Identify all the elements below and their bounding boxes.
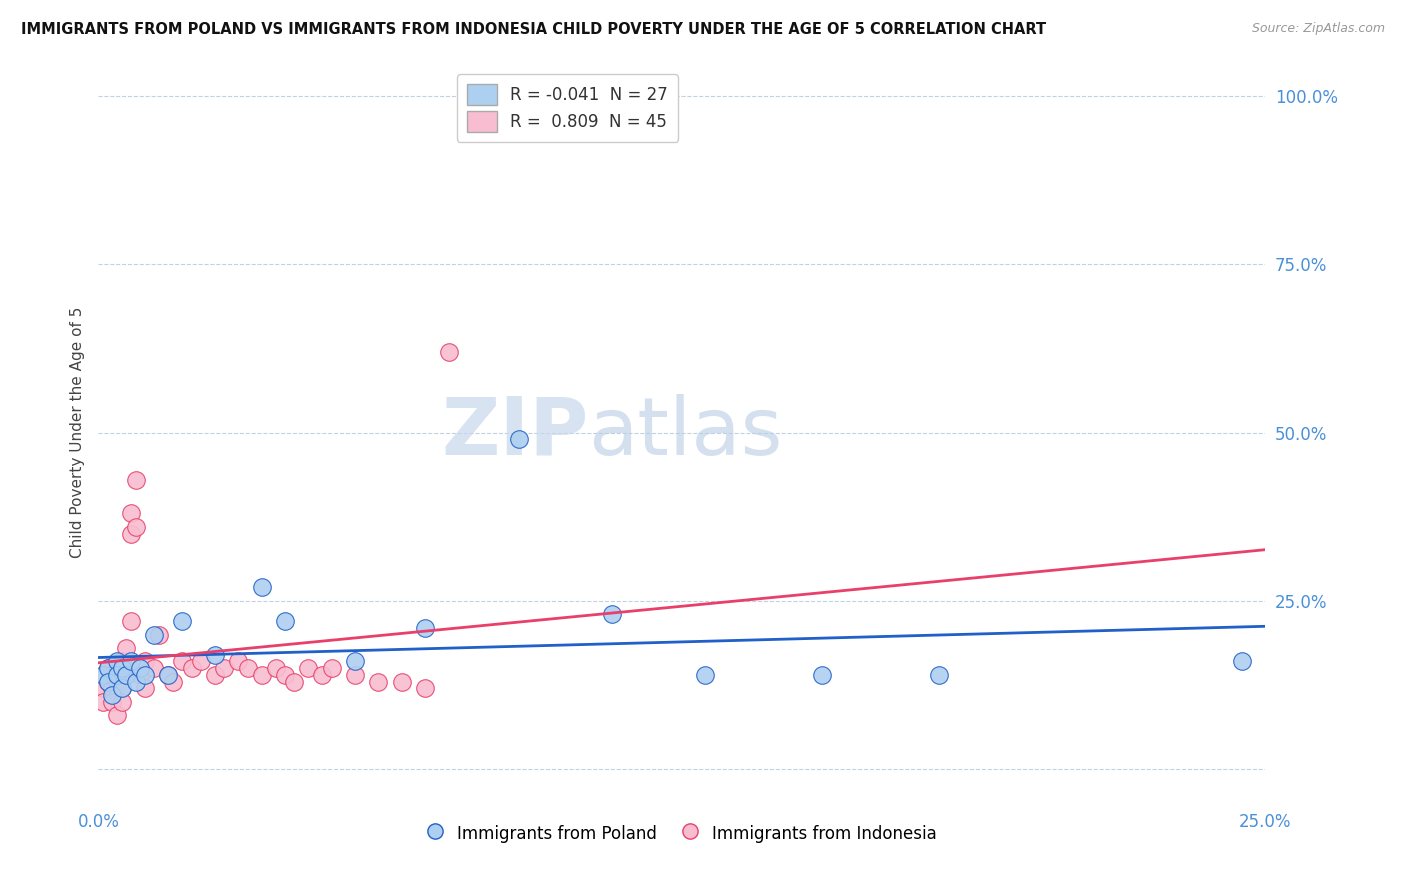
Point <box>297 661 319 675</box>
Point <box>101 695 124 709</box>
Point <box>115 640 138 655</box>
Point <box>172 655 194 669</box>
Point <box>274 668 297 682</box>
Point <box>111 655 134 669</box>
Point <box>344 655 367 669</box>
Point <box>413 621 436 635</box>
Point <box>111 681 134 696</box>
Point <box>172 614 194 628</box>
Point <box>105 655 128 669</box>
Point <box>134 681 156 696</box>
Point <box>91 695 114 709</box>
Point <box>148 627 170 641</box>
Point <box>120 507 142 521</box>
Point <box>162 674 184 689</box>
Point <box>101 688 124 702</box>
Point <box>264 661 287 675</box>
Point <box>928 668 950 682</box>
Point <box>204 668 226 682</box>
Point <box>311 668 333 682</box>
Point <box>413 681 436 696</box>
Legend: Immigrants from Poland, Immigrants from Indonesia: Immigrants from Poland, Immigrants from … <box>420 816 943 850</box>
Point <box>105 708 128 723</box>
Point <box>1230 655 1253 669</box>
Text: ZIP: ZIP <box>441 393 589 472</box>
Text: Source: ZipAtlas.com: Source: ZipAtlas.com <box>1251 22 1385 36</box>
Point <box>250 581 273 595</box>
Point <box>91 681 114 696</box>
Point <box>97 661 120 675</box>
Point <box>190 655 212 669</box>
Point <box>236 661 259 675</box>
Point <box>283 674 305 689</box>
Point <box>695 668 717 682</box>
Point <box>105 668 128 682</box>
Point <box>97 674 120 689</box>
Point <box>204 648 226 662</box>
Point <box>120 526 142 541</box>
Point <box>129 661 152 675</box>
Point <box>508 433 530 447</box>
Point <box>125 674 148 689</box>
Point <box>101 668 124 682</box>
Point <box>111 695 134 709</box>
Point <box>344 668 367 682</box>
Point <box>367 674 389 689</box>
Point <box>125 473 148 487</box>
Text: atlas: atlas <box>589 393 783 472</box>
Point <box>157 668 180 682</box>
Text: IMMIGRANTS FROM POLAND VS IMMIGRANTS FROM INDONESIA CHILD POVERTY UNDER THE AGE : IMMIGRANTS FROM POLAND VS IMMIGRANTS FRO… <box>21 22 1046 37</box>
Point <box>129 668 152 682</box>
Point <box>120 655 142 669</box>
Point <box>105 674 128 689</box>
Point <box>91 668 114 682</box>
Point <box>134 655 156 669</box>
Point <box>321 661 343 675</box>
Point <box>600 607 623 622</box>
Point <box>143 627 166 641</box>
Point <box>250 668 273 682</box>
Point <box>214 661 236 675</box>
Point <box>228 655 250 669</box>
Point <box>811 668 834 682</box>
Point <box>143 661 166 675</box>
Point <box>125 520 148 534</box>
Point <box>120 614 142 628</box>
Point <box>97 674 120 689</box>
Point <box>180 661 202 675</box>
Point <box>157 668 180 682</box>
Y-axis label: Child Poverty Under the Age of 5: Child Poverty Under the Age of 5 <box>69 307 84 558</box>
Point <box>391 674 413 689</box>
Point <box>111 661 134 675</box>
Point <box>437 344 460 359</box>
Point <box>101 681 124 696</box>
Point <box>111 681 134 696</box>
Point <box>134 668 156 682</box>
Point <box>115 668 138 682</box>
Point <box>97 661 120 675</box>
Point <box>274 614 297 628</box>
Point <box>115 668 138 682</box>
